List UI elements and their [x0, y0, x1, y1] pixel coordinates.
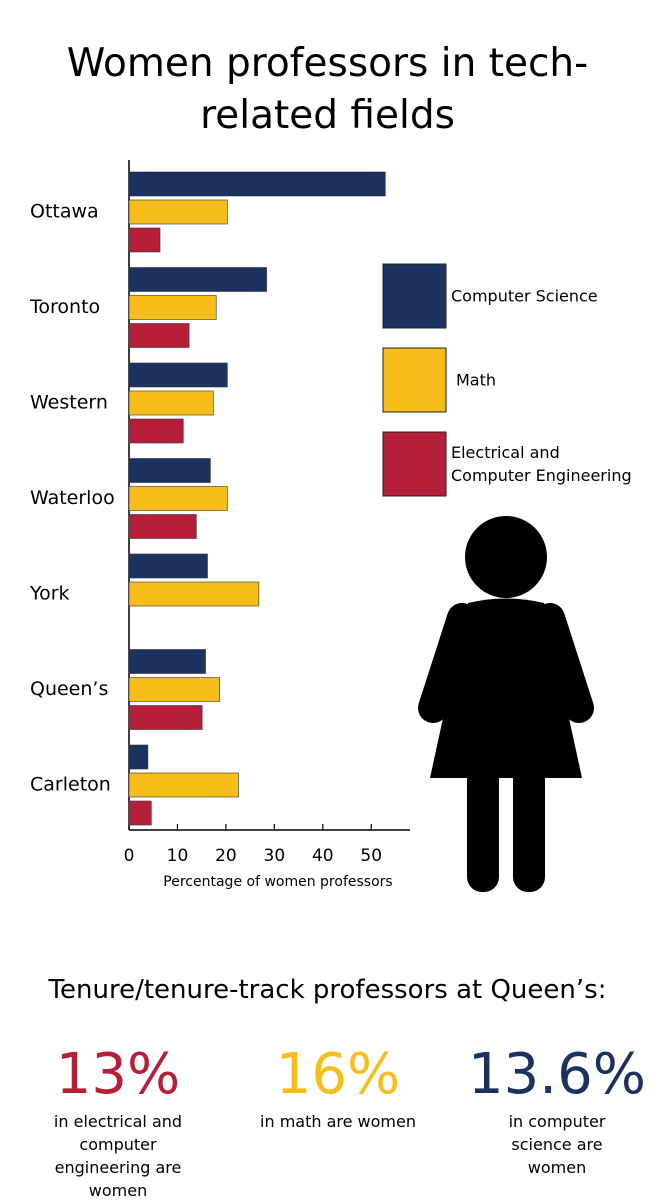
y-tick-label: Queen’s — [30, 678, 108, 700]
bar — [128, 486, 228, 511]
x-tick-label: 50 — [360, 846, 382, 866]
bar — [128, 553, 208, 579]
stat-text: in math are women — [260, 1112, 416, 1131]
x-tick-label: 30 — [264, 846, 286, 866]
bar — [128, 267, 267, 292]
bar — [128, 772, 239, 798]
bar — [128, 323, 190, 348]
y-tick-label: York — [29, 583, 70, 605]
stat: 13% in electrical and computer engineerin… — [8, 1040, 228, 1202]
x-tick-label: 10 — [167, 846, 189, 866]
bar — [128, 362, 228, 388]
y-tick-label: Ottawa — [30, 201, 99, 223]
x-tick-label: 40 — [312, 846, 334, 866]
stat-value: 16% — [275, 1042, 401, 1107]
bar — [128, 171, 386, 197]
x-tick-label: 0 — [124, 846, 135, 866]
x-tick-label: 20 — [215, 846, 237, 866]
bar — [128, 458, 211, 483]
legend-swatch — [382, 431, 447, 497]
stat-value: 13% — [55, 1042, 181, 1107]
bar — [128, 295, 217, 320]
bar — [128, 199, 228, 225]
footer-heading: Tenure/tenure-track professors at Queen’… — [48, 975, 607, 1005]
y-tick-label: Waterloo — [30, 487, 115, 509]
legend-swatch — [382, 347, 447, 413]
bar — [128, 390, 214, 416]
y-tick-label: Western — [30, 392, 108, 414]
bar — [128, 744, 149, 770]
bar — [128, 677, 220, 702]
legend-label: Math — [456, 370, 497, 390]
chart-title: Women professors in tech-related fields — [66, 41, 589, 138]
bar — [128, 227, 161, 253]
stat: 16% in math are women — [228, 1040, 448, 1133]
y-tick-label: Carleton — [30, 774, 111, 796]
legend-label: Electrical and Computer Engineering — [451, 443, 632, 485]
bar — [128, 418, 184, 444]
legend-label: Computer Science — [451, 286, 598, 306]
y-tick-label: Toronto — [29, 296, 100, 318]
bar — [128, 800, 152, 826]
x-axis-label: Percentage of women professors — [163, 874, 392, 890]
legend-swatch — [382, 263, 447, 329]
stat: 13.6% in computer science are women — [447, 1040, 655, 1179]
stat-text: in electrical and computer engineering a… — [53, 1112, 183, 1200]
bar — [128, 514, 197, 539]
bar — [128, 649, 206, 674]
stat-value: 13.6% — [468, 1042, 646, 1107]
bar — [128, 581, 260, 607]
stat-text: in computer science are women — [508, 1112, 606, 1177]
bar — [128, 705, 203, 730]
woman-icon — [418, 516, 594, 892]
chart: 0 10 20 30 40 50 Percentage of women professor… — [29, 160, 594, 892]
